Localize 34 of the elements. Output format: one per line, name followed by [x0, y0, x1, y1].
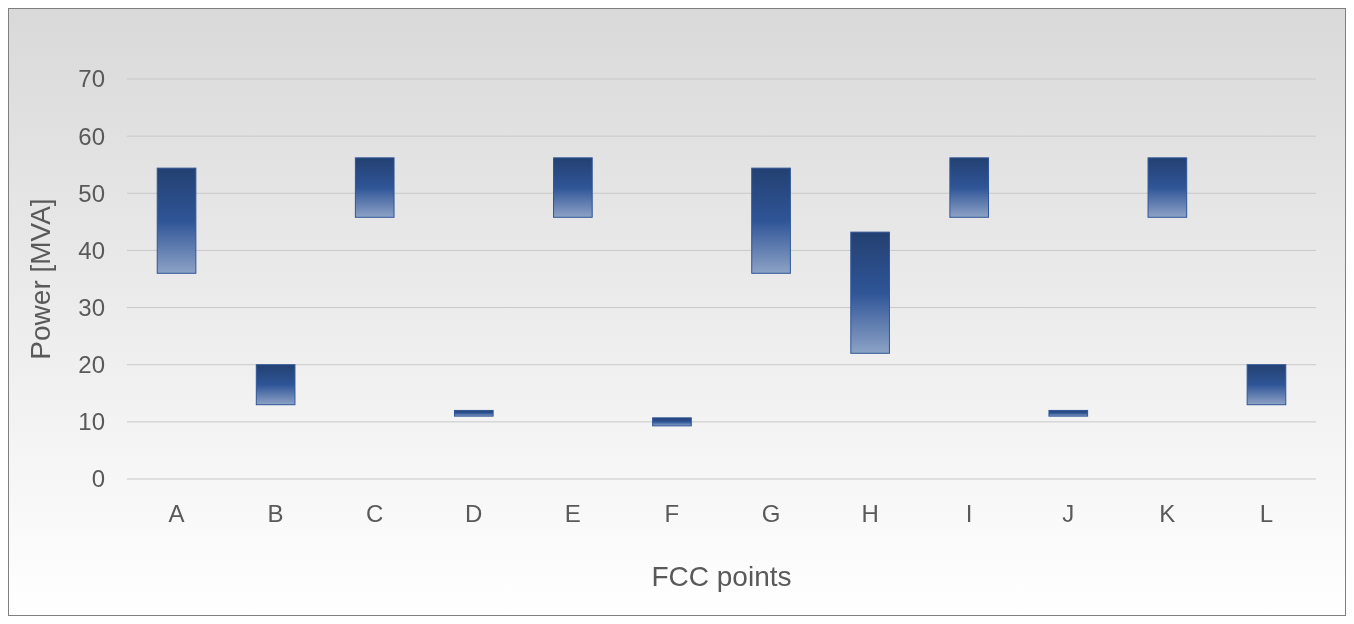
bar: [1246, 364, 1287, 406]
x-tick-label: I: [965, 500, 973, 527]
x-tick-label: J: [1062, 500, 1075, 527]
x-tick-label: D: [465, 500, 483, 527]
x-axis-title: FCC points: [651, 561, 792, 592]
x-tick-label: L: [1259, 500, 1274, 527]
x-tick-label: F: [664, 500, 680, 527]
y-tick-label: 10: [78, 408, 105, 436]
bar: [652, 417, 692, 427]
bar: [850, 231, 890, 354]
y-axis-title: Power [MVA]: [25, 198, 56, 360]
x-tick-label: K: [1159, 500, 1176, 527]
y-tick-label: 70: [78, 65, 105, 93]
y-tick-label: 20: [78, 351, 105, 379]
x-tick-label: G: [761, 500, 781, 527]
bar: [949, 157, 990, 218]
bar: [553, 157, 593, 218]
x-tick-label: H: [861, 500, 879, 527]
y-tick-label: 40: [78, 236, 105, 264]
y-tick-label: 50: [78, 179, 105, 207]
bar: [751, 167, 791, 274]
bar: [1147, 157, 1188, 218]
y-tick-label: 30: [78, 293, 105, 321]
bar: [1048, 409, 1089, 417]
bar: [453, 409, 494, 417]
y-tick-label: 60: [78, 122, 105, 150]
bar: [354, 157, 395, 218]
x-tick-label: C: [366, 500, 384, 527]
x-tick-label: E: [564, 500, 581, 527]
x-tick-label: B: [267, 500, 284, 527]
y-tick-label: 0: [91, 465, 105, 493]
bar: [156, 167, 197, 274]
bar: [255, 364, 296, 406]
x-tick-label: A: [168, 500, 185, 527]
